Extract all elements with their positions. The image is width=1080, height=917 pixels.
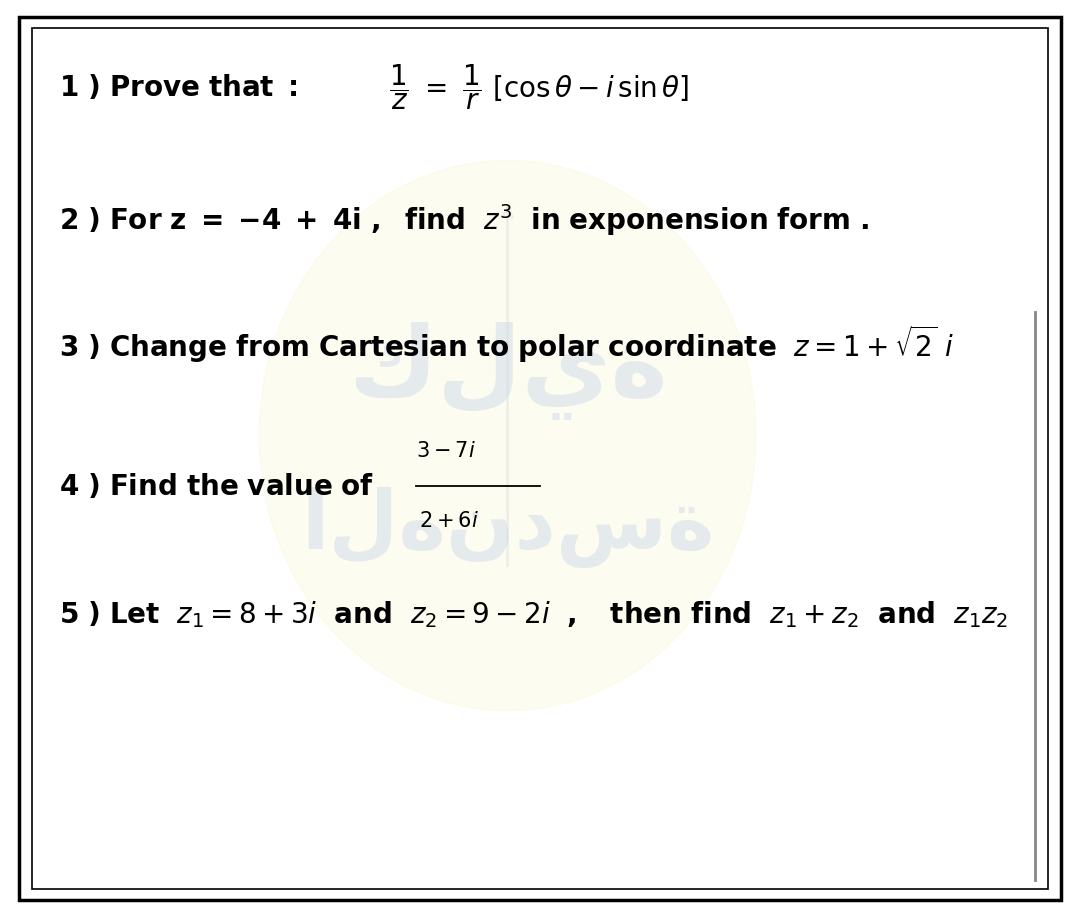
Text: $2 + 6i$: $2 + 6i$ xyxy=(419,511,478,531)
Polygon shape xyxy=(259,160,756,711)
Text: $\mathbf{1\ )\ Prove\ that\ :}$: $\mathbf{1\ )\ Prove\ that\ :}$ xyxy=(59,72,298,102)
Text: $\mathbf{5\ )\ Let\ \ }z_1 = 8 + 3i\mathbf{\ \ and\ \ }z_2 = 9 - 2i\mathbf{\ \ ,: $\mathbf{5\ )\ Let\ \ }z_1 = 8 + 3i\math… xyxy=(59,599,1009,630)
Text: $\mathbf{3\ )\ Change\ from\ Cartesian\ to\ polar\ coordinate\ \ }z = 1 + \sqrt{: $\mathbf{3\ )\ Change\ from\ Cartesian\ … xyxy=(59,323,955,365)
Text: $\dfrac{1}{z}\ =\ \dfrac{1}{r}\ \left[\cos\theta - i\,\sin\theta\right]$: $\dfrac{1}{z}\ =\ \dfrac{1}{r}\ \left[\c… xyxy=(389,62,689,112)
Text: $\mathbf{2\ )\ For\ z\ =\ {-}4\ +\ 4i\ ,\ \ find\ \ }z^{3}\ \mathbf{\ in\ expone: $\mathbf{2\ )\ For\ z\ =\ {-}4\ +\ 4i\ ,… xyxy=(59,202,869,238)
Text: كلية: كلية xyxy=(348,323,667,420)
Text: $\mathbf{4\ )\ Find\ the\ value\ of}$: $\mathbf{4\ )\ Find\ the\ value\ of}$ xyxy=(59,471,375,501)
Text: الهندسة: الهندسة xyxy=(301,487,714,568)
Text: $3 - 7i$: $3 - 7i$ xyxy=(416,441,475,461)
